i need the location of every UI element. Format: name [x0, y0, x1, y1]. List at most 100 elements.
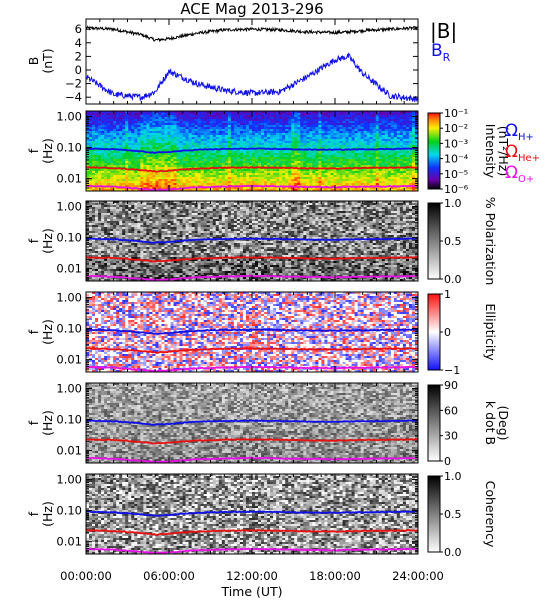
spectrogram-cell: [107, 215, 111, 218]
spectrogram-cell: [312, 161, 316, 164]
spectrogram-cell: [170, 189, 174, 192]
spectrogram-cell: [378, 127, 383, 130]
spectrogram-cell: [393, 177, 398, 180]
spectrogram-cell: [285, 157, 289, 160]
spectrogram-cell: [224, 111, 229, 114]
spectrogram-cell: [336, 175, 340, 178]
spectrogram-cell: [113, 121, 117, 124]
spectrogram-cell: [270, 187, 274, 190]
spectrogram-cell: [116, 157, 120, 160]
spectrogram-cell: [315, 133, 319, 136]
spectrogram-cell: [236, 171, 241, 174]
spectrogram-cell: [279, 131, 283, 134]
spectrogram-cell: [122, 165, 126, 168]
spectrogram-cell: [411, 179, 416, 182]
spectrogram-cell: [197, 129, 201, 132]
spectrogram-cell: [324, 131, 328, 134]
spectrogram-cell: [258, 165, 262, 168]
spectrogram-cell: [405, 165, 410, 168]
spectrogram-cell: [191, 141, 195, 144]
spectrogram-cell: [354, 161, 358, 164]
spectrogram-cell: [137, 127, 141, 130]
spectrogram-cell: [258, 135, 262, 138]
spectrogram-cell: [378, 119, 383, 122]
spectrogram-cell: [279, 111, 283, 114]
spectrogram-cell: [312, 155, 316, 158]
spectrogram-cell: [86, 129, 90, 132]
spectrogram-cell: [92, 201, 96, 204]
spectrogram-cell: [396, 165, 401, 168]
spectrogram-cell: [167, 163, 171, 166]
spectrogram-cell: [351, 187, 355, 190]
spectrogram-cell: [339, 175, 343, 178]
spectrogram-cell: [315, 139, 319, 142]
spectrogram-cell: [188, 189, 192, 192]
spectrogram-cell: [324, 161, 328, 164]
spectrogram-cell: [131, 185, 135, 188]
spectrogram-cell: [173, 113, 177, 116]
spectrogram-cell: [405, 153, 410, 156]
spectrogram-cell: [318, 183, 322, 186]
spectrogram-cell: [209, 161, 214, 164]
spectrogram-cell: [236, 173, 241, 176]
spectrogram-cell: [245, 133, 250, 136]
spectrogram-cell: [86, 113, 90, 116]
spectrogram-cell: [318, 113, 322, 116]
spectrogram-cell: [110, 113, 114, 116]
spectrogram-cell: [131, 127, 135, 130]
spectrogram-cell: [363, 153, 367, 156]
spectrogram-cell: [86, 201, 90, 204]
spectrogram-cell: [255, 145, 259, 148]
spectrogram-cell: [279, 123, 283, 126]
spectrogram-cell: [164, 163, 168, 166]
spectrogram-cell: [206, 111, 211, 114]
spectrogram-cell: [264, 133, 268, 136]
spectrogram-cell: [245, 135, 250, 138]
spectrogram-cell: [252, 141, 256, 144]
spectrogram-cell: [125, 163, 129, 166]
ytick-label: 0.10: [56, 141, 82, 155]
spectrogram-cell: [321, 151, 325, 154]
spectrogram-cell: [348, 161, 352, 164]
spectrogram-cell: [245, 187, 250, 190]
spectrogram-cell: [236, 181, 241, 184]
spectrogram-cell: [161, 137, 165, 140]
spectrogram-cell: [285, 173, 289, 176]
spectrogram-cell: [315, 135, 319, 138]
spectrogram-cell: [261, 181, 265, 184]
spectrogram-cell: [318, 131, 322, 134]
spectrogram-cell: [366, 147, 371, 150]
spectrogram-cell: [113, 217, 117, 220]
spectrogram-cell: [143, 183, 147, 186]
spectrogram-cell: [321, 137, 325, 140]
spectrogram-cell: [236, 159, 241, 162]
spectrogram-cell: [300, 151, 304, 154]
spectrogram-cell: [336, 177, 340, 180]
spectrogram-cell: [203, 155, 208, 158]
spectrogram-cell: [288, 163, 292, 166]
spectrogram-cell: [414, 183, 419, 186]
spectrogram-cell: [267, 125, 271, 128]
spectrogram-cell: [167, 125, 171, 128]
spectrogram-cell: [375, 177, 380, 180]
spectrogram-cell: [303, 143, 307, 146]
spectrogram-cell: [182, 141, 186, 144]
spectrogram-cell: [161, 161, 165, 164]
spectrogram-cell: [122, 131, 126, 134]
spectrogram-cell: [312, 147, 316, 150]
spectrogram-cell: [405, 167, 410, 170]
spectrogram-cell: [372, 161, 377, 164]
spectrogram-cell: [140, 161, 144, 164]
spectrogram-cell: [227, 175, 232, 178]
spectrogram-cell: [209, 131, 214, 134]
spectrogram-cell: [122, 113, 126, 116]
spectrogram-cell: [158, 145, 162, 148]
spectrogram-cell: [113, 213, 117, 216]
spectrogram-cell: [282, 139, 286, 142]
spectrogram-cell: [140, 155, 144, 158]
spectrogram-cell: [218, 133, 223, 136]
spectrogram-cell: [375, 159, 380, 162]
spectrogram-cell: [270, 159, 274, 162]
spectrogram-cell: [158, 143, 162, 146]
spectrogram-cell: [303, 179, 307, 182]
